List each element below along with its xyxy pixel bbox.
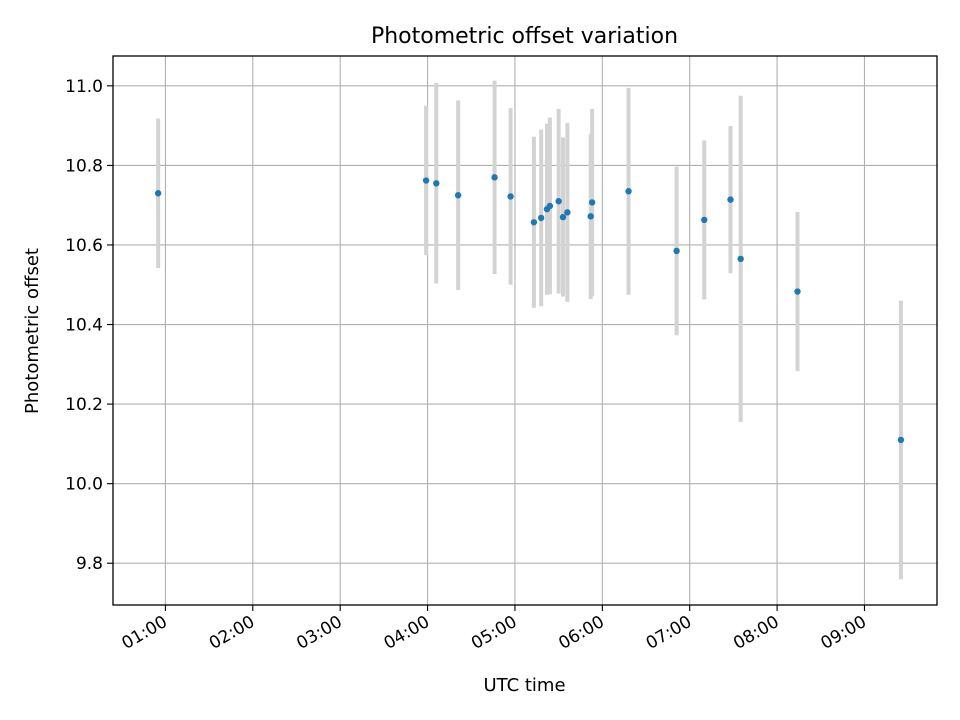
grid-lines <box>113 56 937 605</box>
data-point <box>727 196 734 203</box>
data-point <box>564 209 571 216</box>
data-point <box>537 214 545 222</box>
data-point <box>454 192 462 199</box>
chart-title: Photometric offset variation <box>371 24 678 49</box>
data-point <box>794 288 801 295</box>
y-tick-label: 10.2 <box>65 395 103 415</box>
data-point <box>897 436 905 444</box>
y-tick-label: 10.0 <box>65 475 103 495</box>
y-tick-label: 10.4 <box>65 316 103 336</box>
data-point <box>673 247 680 255</box>
y-tick-label: 9.8 <box>76 554 103 574</box>
data-point <box>491 174 498 181</box>
data-point <box>555 198 562 205</box>
data-point <box>559 213 567 221</box>
data-point <box>154 190 162 197</box>
data-point <box>625 188 632 195</box>
data-point <box>507 193 514 200</box>
data-point <box>737 255 744 263</box>
y-axis-label: Photometric offset <box>22 248 43 414</box>
data-points <box>154 174 905 444</box>
y-tick-label: 11.0 <box>65 77 103 97</box>
x-axis-label: UTC time <box>483 675 565 696</box>
data-point <box>546 202 554 210</box>
data-point <box>422 177 430 184</box>
data-point <box>587 213 594 220</box>
y-tick-label: 10.8 <box>65 156 103 176</box>
data-point <box>588 199 596 206</box>
data-point <box>701 216 708 224</box>
data-point <box>530 219 538 226</box>
y-tick-label: 10.6 <box>65 236 103 256</box>
data-point <box>433 180 440 187</box>
plot-frame <box>112 55 938 606</box>
